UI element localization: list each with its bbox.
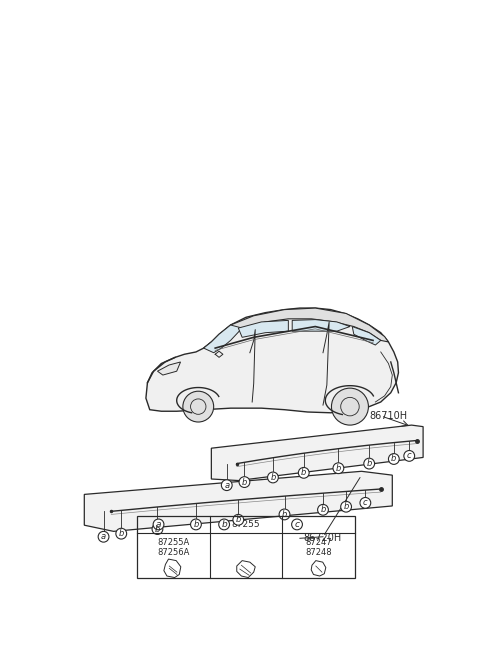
Polygon shape: [352, 327, 381, 345]
Circle shape: [292, 519, 302, 530]
Text: 86710H: 86710H: [369, 411, 408, 421]
Circle shape: [191, 519, 201, 530]
Circle shape: [364, 458, 374, 469]
Circle shape: [116, 529, 127, 539]
Text: b: b: [391, 455, 396, 464]
Circle shape: [318, 504, 328, 515]
Text: c: c: [407, 451, 411, 460]
Text: b: b: [193, 520, 199, 529]
Circle shape: [267, 472, 278, 483]
Circle shape: [233, 514, 244, 525]
Text: b: b: [367, 459, 372, 468]
Text: b: b: [343, 502, 349, 511]
Circle shape: [360, 498, 371, 508]
Text: 86720H: 86720H: [304, 533, 342, 543]
Polygon shape: [157, 362, 180, 375]
Circle shape: [183, 391, 214, 422]
Circle shape: [332, 388, 369, 425]
Text: b: b: [320, 505, 326, 514]
Circle shape: [239, 477, 250, 487]
Polygon shape: [238, 320, 288, 337]
Circle shape: [404, 451, 415, 461]
Text: b: b: [155, 525, 160, 534]
Polygon shape: [146, 308, 398, 413]
Bar: [137, 516, 355, 578]
Text: b: b: [270, 473, 276, 482]
Text: 87247: 87247: [306, 538, 332, 548]
Text: c: c: [295, 520, 300, 529]
Text: b: b: [119, 529, 124, 538]
Text: a: a: [224, 481, 229, 490]
Circle shape: [388, 454, 399, 464]
Text: b: b: [336, 464, 341, 473]
Polygon shape: [204, 325, 242, 353]
Circle shape: [152, 523, 163, 534]
Polygon shape: [211, 425, 423, 481]
Text: c: c: [363, 498, 368, 508]
Circle shape: [341, 501, 351, 512]
Text: 87256A: 87256A: [157, 548, 189, 557]
Polygon shape: [84, 472, 392, 531]
Text: a: a: [156, 520, 161, 529]
Circle shape: [153, 519, 164, 530]
Polygon shape: [204, 308, 388, 348]
Polygon shape: [292, 320, 350, 331]
Text: b: b: [301, 468, 306, 477]
Circle shape: [221, 479, 232, 491]
Circle shape: [98, 531, 109, 542]
Text: 87255A: 87255A: [157, 538, 189, 548]
Circle shape: [279, 509, 290, 520]
Text: b: b: [236, 515, 241, 524]
Text: b: b: [242, 477, 247, 487]
Text: a: a: [101, 533, 106, 541]
Text: 87255: 87255: [232, 520, 261, 529]
Circle shape: [333, 463, 344, 474]
Text: 87248: 87248: [306, 548, 332, 557]
Text: b: b: [282, 510, 287, 519]
Text: b: b: [221, 520, 227, 529]
Circle shape: [219, 519, 229, 530]
Circle shape: [299, 468, 309, 478]
